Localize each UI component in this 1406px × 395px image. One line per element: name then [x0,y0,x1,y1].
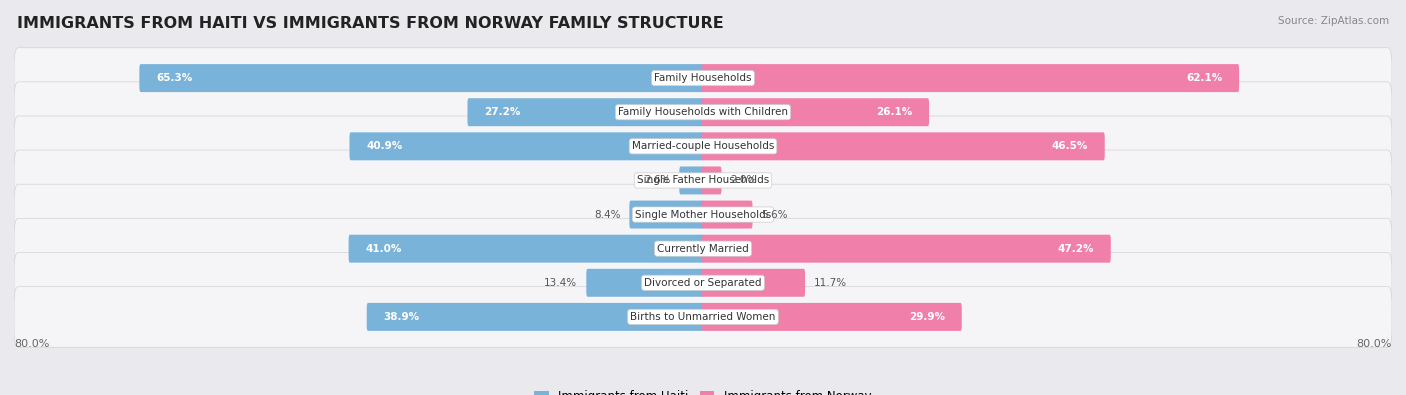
Text: 2.0%: 2.0% [731,175,756,185]
Text: 13.4%: 13.4% [544,278,578,288]
Text: 80.0%: 80.0% [1357,339,1392,348]
FancyBboxPatch shape [14,116,1392,177]
FancyBboxPatch shape [702,303,962,331]
FancyBboxPatch shape [702,201,752,229]
Text: 2.6%: 2.6% [644,175,671,185]
FancyBboxPatch shape [702,235,1111,263]
Text: 47.2%: 47.2% [1057,244,1094,254]
FancyBboxPatch shape [14,150,1392,211]
FancyBboxPatch shape [14,82,1392,143]
Text: 65.3%: 65.3% [156,73,193,83]
Text: Births to Unmarried Women: Births to Unmarried Women [630,312,776,322]
FancyBboxPatch shape [586,269,704,297]
Text: Currently Married: Currently Married [657,244,749,254]
Text: 80.0%: 80.0% [14,339,49,348]
Text: Family Households: Family Households [654,73,752,83]
Text: 38.9%: 38.9% [384,312,419,322]
FancyBboxPatch shape [14,252,1392,313]
FancyBboxPatch shape [630,201,704,229]
Legend: Immigrants from Haiti, Immigrants from Norway: Immigrants from Haiti, Immigrants from N… [530,385,876,395]
Text: 8.4%: 8.4% [593,210,620,220]
Text: 11.7%: 11.7% [814,278,848,288]
FancyBboxPatch shape [702,98,929,126]
FancyBboxPatch shape [702,132,1105,160]
Text: Source: ZipAtlas.com: Source: ZipAtlas.com [1278,16,1389,26]
FancyBboxPatch shape [367,303,704,331]
Text: 26.1%: 26.1% [876,107,912,117]
FancyBboxPatch shape [14,184,1392,245]
Text: 40.9%: 40.9% [367,141,402,151]
Text: IMMIGRANTS FROM HAITI VS IMMIGRANTS FROM NORWAY FAMILY STRUCTURE: IMMIGRANTS FROM HAITI VS IMMIGRANTS FROM… [17,16,724,31]
FancyBboxPatch shape [349,235,704,263]
Text: 27.2%: 27.2% [484,107,520,117]
FancyBboxPatch shape [14,286,1392,347]
Text: Single Mother Households: Single Mother Households [636,210,770,220]
FancyBboxPatch shape [702,64,1239,92]
Text: Married-couple Households: Married-couple Households [631,141,775,151]
FancyBboxPatch shape [467,98,704,126]
FancyBboxPatch shape [14,48,1392,109]
FancyBboxPatch shape [139,64,704,92]
Text: Divorced or Separated: Divorced or Separated [644,278,762,288]
Text: 62.1%: 62.1% [1187,73,1222,83]
FancyBboxPatch shape [679,166,704,194]
Text: 5.6%: 5.6% [762,210,787,220]
Text: 46.5%: 46.5% [1052,141,1088,151]
Text: Single Father Households: Single Father Households [637,175,769,185]
FancyBboxPatch shape [350,132,704,160]
FancyBboxPatch shape [702,166,721,194]
FancyBboxPatch shape [702,269,806,297]
Text: 29.9%: 29.9% [910,312,945,322]
FancyBboxPatch shape [14,218,1392,279]
Text: 41.0%: 41.0% [366,244,402,254]
Text: Family Households with Children: Family Households with Children [619,107,787,117]
